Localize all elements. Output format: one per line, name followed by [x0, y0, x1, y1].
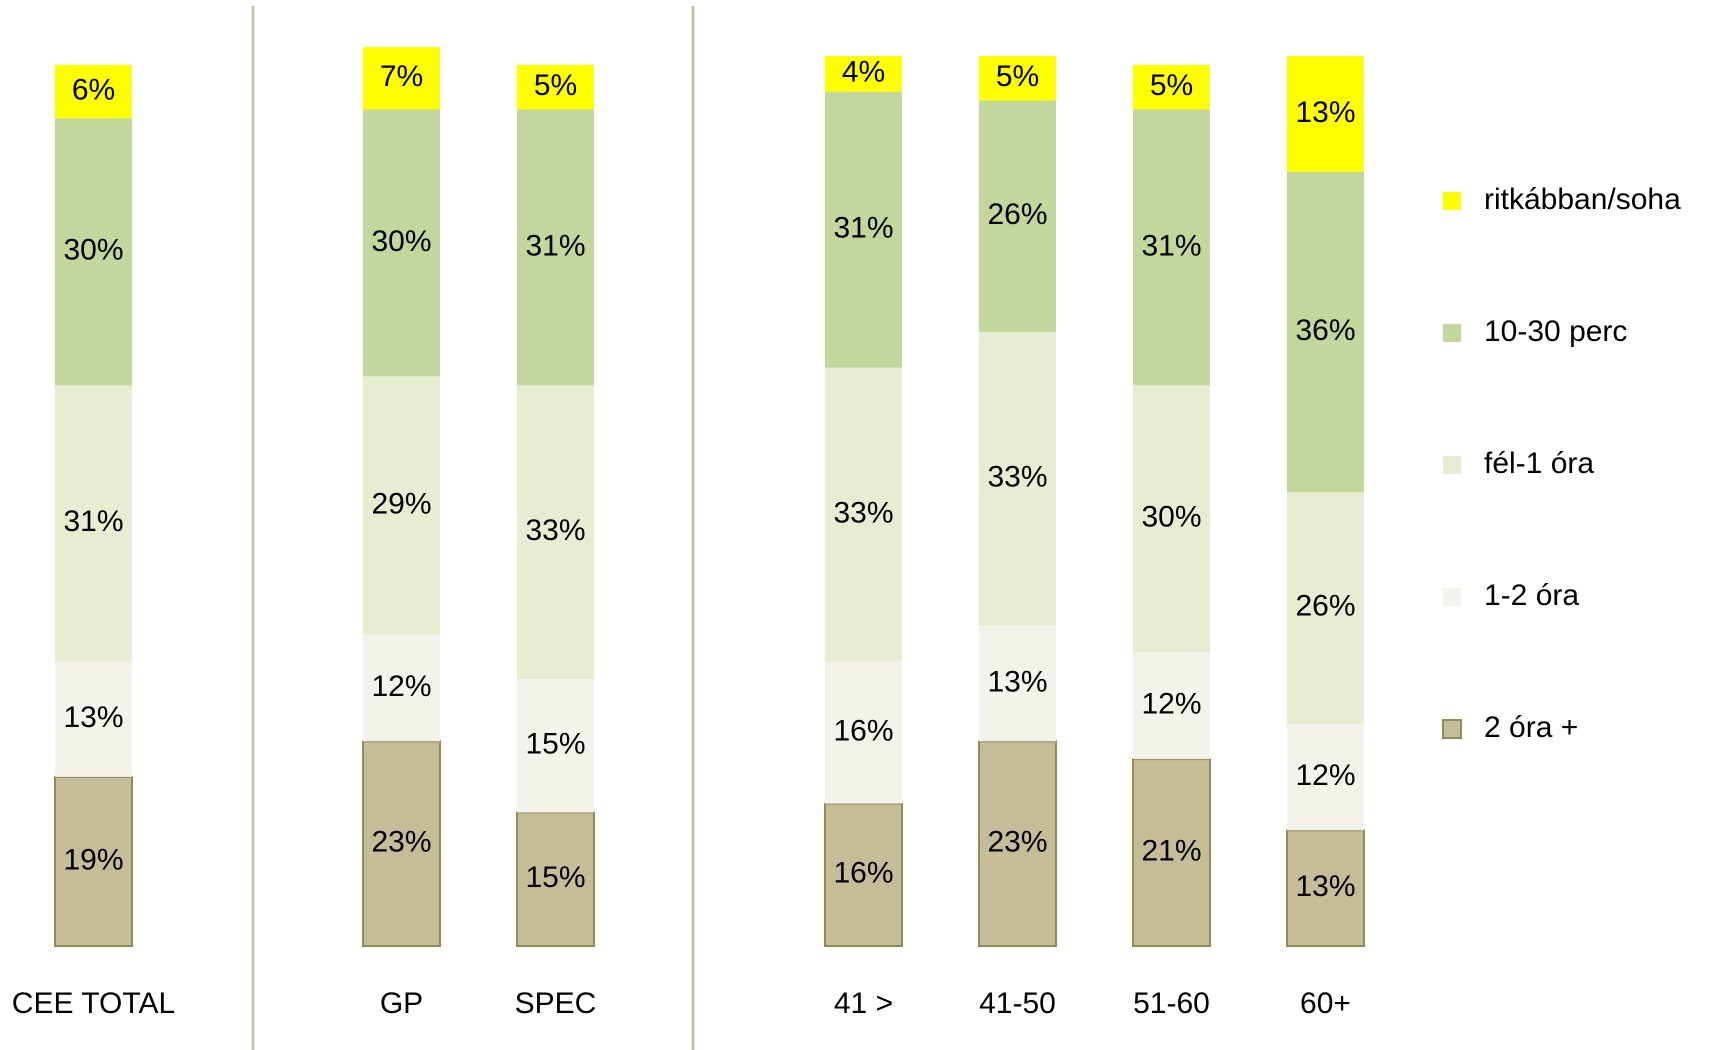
value-label: 33% — [987, 461, 1047, 494]
legend-label: 1-2 óra — [1484, 579, 1579, 612]
bar-segment — [825, 91, 902, 368]
bar-segment — [362, 740, 441, 947]
legend-swatch — [1443, 456, 1461, 474]
legend-label: ritkábban/soha — [1484, 183, 1681, 216]
value-label: 26% — [987, 198, 1047, 231]
value-label: 23% — [371, 826, 431, 859]
value-label: 30% — [63, 234, 123, 267]
bar-segment — [1133, 109, 1210, 386]
value-label: 5% — [996, 60, 1039, 93]
bar-segment — [1133, 385, 1210, 653]
value-label: 5% — [534, 69, 577, 102]
value-label: 33% — [833, 496, 893, 529]
x-tick-label: GP — [380, 987, 423, 1020]
bar-segment — [363, 47, 440, 110]
x-tick-label: 51-60 — [1133, 987, 1210, 1020]
value-label: 26% — [1295, 590, 1355, 623]
bar-segment — [979, 100, 1056, 332]
legend-swatch — [1443, 192, 1461, 210]
value-label: 13% — [63, 701, 123, 734]
bar-segment — [979, 625, 1056, 742]
bar-segment — [517, 64, 594, 110]
x-tick-label: 41 > — [834, 987, 893, 1020]
legend-swatch — [1443, 324, 1461, 342]
value-label: 4% — [842, 56, 885, 89]
bar-segment — [979, 331, 1056, 626]
bar-segment — [1133, 64, 1210, 110]
value-label: 31% — [525, 229, 585, 262]
x-tick-label: CEE TOTAL — [12, 987, 175, 1020]
bar-segment — [55, 385, 132, 662]
x-tick-label: SPEC — [515, 987, 597, 1020]
bar-segment — [363, 376, 440, 635]
value-label: 13% — [987, 665, 1047, 698]
value-label: 12% — [371, 670, 431, 703]
bar-segment — [979, 56, 1056, 101]
x-tick-label: 41-50 — [979, 987, 1056, 1020]
bar-segment — [55, 64, 132, 119]
bar-segment — [825, 367, 902, 662]
bar-segment — [517, 679, 594, 813]
value-label: 36% — [1295, 314, 1355, 347]
value-label: 33% — [525, 514, 585, 547]
value-label: 13% — [1295, 96, 1355, 129]
bar-segment — [55, 118, 132, 386]
legend-swatch — [1443, 588, 1461, 606]
value-label: 23% — [987, 826, 1047, 859]
bar-segment — [363, 634, 440, 742]
value-label: 30% — [1141, 501, 1201, 534]
value-label: 16% — [833, 714, 893, 747]
value-label: 19% — [63, 843, 123, 876]
value-label: 12% — [1295, 759, 1355, 792]
value-label: 21% — [1141, 834, 1201, 867]
legend-label: 2 óra + — [1484, 711, 1578, 744]
bar-segment — [363, 109, 440, 377]
value-label: 31% — [833, 211, 893, 244]
value-label: 30% — [371, 225, 431, 258]
value-label: 5% — [1150, 69, 1193, 102]
legend-label: fél-1 óra — [1484, 447, 1594, 480]
legend-swatch — [1442, 719, 1462, 739]
value-label: 31% — [1141, 229, 1201, 262]
bar-segment — [1286, 829, 1365, 947]
bar-segment — [1287, 492, 1364, 724]
value-label: 13% — [1295, 870, 1355, 903]
bar-segment — [1287, 723, 1364, 831]
bar-segment — [825, 661, 902, 804]
bar-segment — [516, 811, 595, 947]
bar-segment — [824, 802, 903, 947]
bar-segment — [517, 109, 594, 386]
bar-segment — [55, 661, 132, 777]
value-label: 16% — [833, 857, 893, 890]
value-label: 12% — [1141, 688, 1201, 721]
bar-segment — [825, 56, 902, 92]
value-label: 29% — [371, 487, 431, 520]
bar-segment — [1287, 171, 1364, 493]
bar-segment — [1133, 652, 1210, 760]
bar-segment — [54, 775, 133, 948]
value-label: 31% — [63, 505, 123, 538]
value-label: 15% — [525, 728, 585, 761]
value-label: 7% — [380, 60, 423, 93]
legend-label: 10-30 perc — [1484, 315, 1627, 348]
bar-segment — [517, 385, 594, 679]
bar-segment — [1287, 56, 1364, 172]
value-label: 15% — [525, 861, 585, 894]
value-label: 6% — [72, 74, 115, 107]
x-tick-label: 60+ — [1300, 987, 1351, 1020]
